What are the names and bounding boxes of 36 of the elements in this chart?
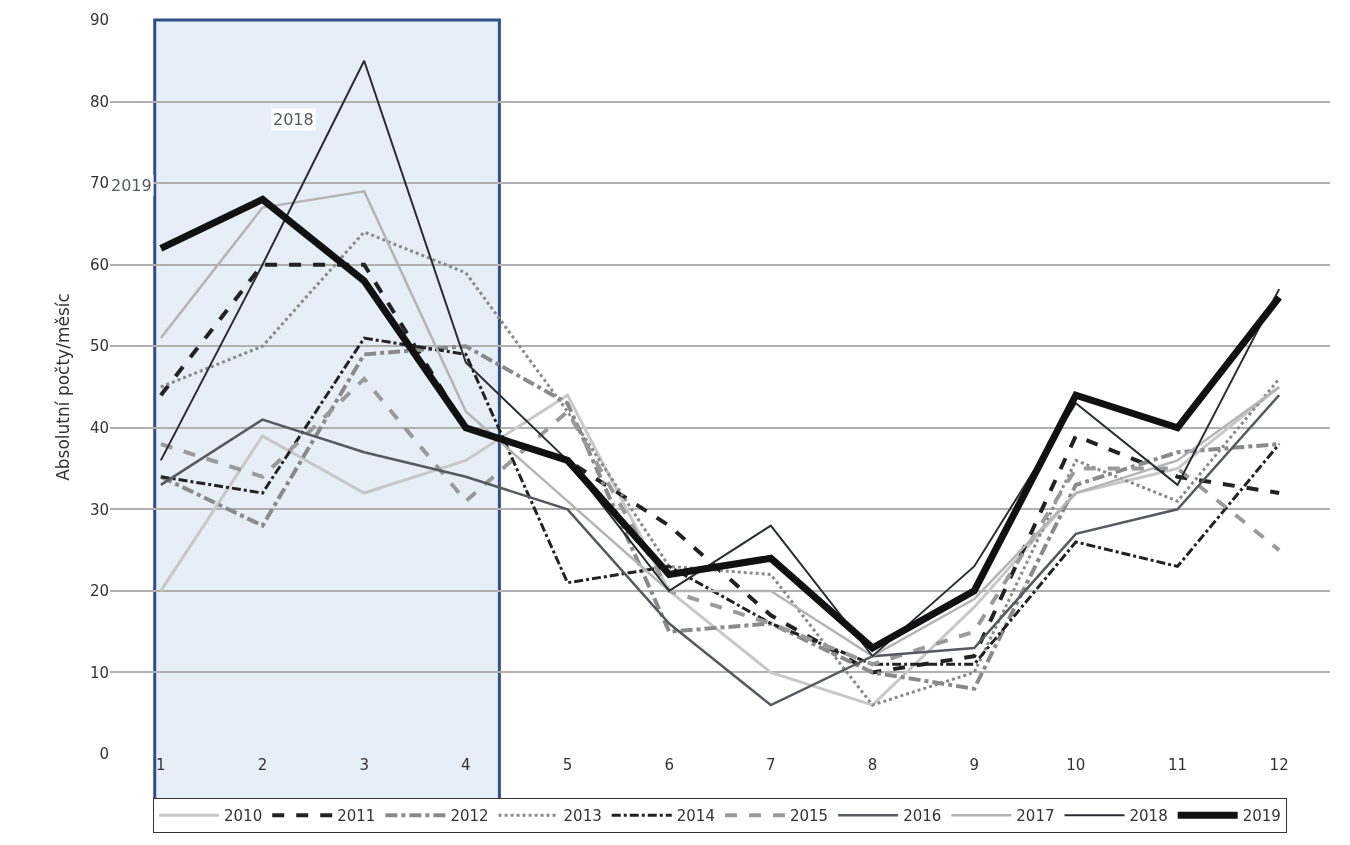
- legend-label: 2010: [224, 807, 263, 826]
- x-tick-label: 6: [664, 756, 674, 774]
- x-tick-label: 10: [1066, 756, 1086, 774]
- x-tick-label: 1: [156, 756, 166, 774]
- legend-label: 2018: [1129, 807, 1168, 826]
- y-tick-label: 20: [89, 582, 109, 601]
- y-tick-label: 30: [89, 500, 109, 519]
- legend-label: 2013: [563, 807, 602, 826]
- x-tick-label: 3: [359, 756, 369, 774]
- legend-label: 2014: [676, 807, 715, 826]
- legend-label: 2012: [450, 807, 489, 826]
- x-tick-label: 2: [257, 756, 268, 774]
- x-tick-label: 7: [766, 756, 776, 774]
- legend-label: 2019: [1242, 807, 1281, 826]
- legend-label: 2011: [337, 807, 376, 826]
- x-tick-label: 4: [461, 756, 471, 774]
- y-tick-label: 70: [89, 174, 109, 193]
- x-tick-label: 12: [1269, 756, 1289, 774]
- y-tick-label: 40: [89, 419, 109, 438]
- legend-label: 2017: [1016, 807, 1055, 826]
- y-tick-label: 10: [89, 663, 109, 682]
- y-tick-label: 60: [89, 255, 109, 274]
- x-tick-label: 8: [867, 756, 878, 774]
- y-tick-label: 50: [89, 337, 109, 356]
- legend-label: 2015: [789, 807, 829, 826]
- x-tick-label: 11: [1167, 756, 1188, 774]
- line-series: [159, 59, 1281, 658]
- y-tick-label: 0: [99, 745, 109, 764]
- x-tick-label: 9: [969, 756, 979, 774]
- annotation: 2019: [111, 176, 152, 195]
- y-axis-title: Absolutní počty/měsíc: [53, 293, 74, 481]
- legend-label: 2016: [903, 807, 942, 826]
- x-tick-label: 5: [562, 756, 573, 774]
- y-tick-label: 90: [89, 11, 109, 30]
- annotation: 2018: [273, 110, 314, 129]
- y-tick-label: 80: [89, 92, 109, 111]
